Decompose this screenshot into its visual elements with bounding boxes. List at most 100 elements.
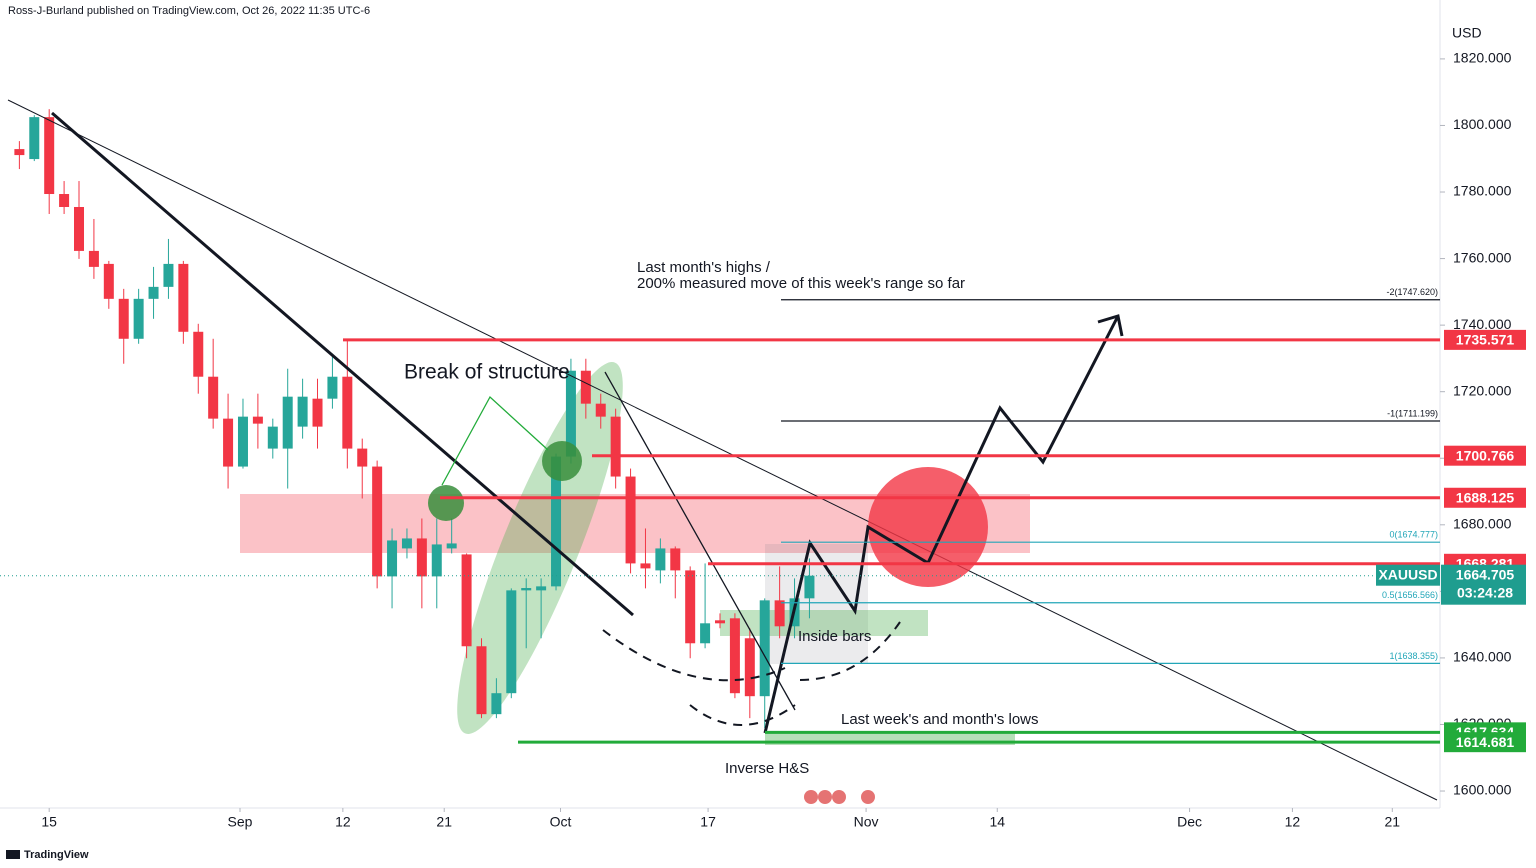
price-label-box xyxy=(1444,732,1526,753)
y-tick-label: 1640.000 xyxy=(1453,649,1512,665)
price-label: 1688.125 xyxy=(1456,489,1515,505)
trendline xyxy=(7,99,1438,801)
candle-body xyxy=(118,298,129,339)
header: Ross-J-Burland published on TradingView.… xyxy=(8,5,370,17)
x-tick-label: Oct xyxy=(550,814,572,830)
arrow-head xyxy=(1097,314,1124,337)
candle-body xyxy=(282,396,293,449)
candle-body xyxy=(327,376,338,399)
candle-body xyxy=(729,618,740,694)
logo xyxy=(6,850,20,859)
trendline xyxy=(604,371,796,711)
x-tick-label: 15 xyxy=(41,814,57,830)
last-price-box xyxy=(1441,564,1526,605)
candle-body xyxy=(461,554,472,647)
candle-body xyxy=(804,575,815,599)
annotation: Inside bars xyxy=(798,628,871,645)
fib-label: -2(1747.620) xyxy=(1386,287,1438,297)
symbol: XAUUSD xyxy=(1378,566,1437,582)
candle-body xyxy=(580,370,591,404)
projection xyxy=(763,315,1120,734)
candle-body xyxy=(640,563,651,569)
candle-body xyxy=(342,376,353,449)
price-label-box xyxy=(1444,487,1526,508)
candle-body xyxy=(237,416,248,467)
price-label-box xyxy=(1444,445,1526,466)
price-label-box xyxy=(1444,329,1526,350)
annotation: Last week's and month's lows xyxy=(841,711,1039,728)
candle-body xyxy=(59,194,70,207)
candle-body xyxy=(88,250,99,267)
candle-body xyxy=(670,548,681,571)
x-tick-label: 12 xyxy=(335,814,351,830)
candle-body xyxy=(551,456,562,587)
x-tick-label: 12 xyxy=(1285,814,1301,830)
candle-body xyxy=(401,538,412,549)
candle-body xyxy=(193,331,204,377)
candle-body xyxy=(655,548,666,571)
marker xyxy=(868,467,988,587)
candle-body xyxy=(759,600,770,697)
x-tick-label: 17 xyxy=(700,814,716,830)
candle-body xyxy=(14,149,25,156)
candle-body xyxy=(387,540,398,577)
candle-body xyxy=(297,396,308,427)
x-tick-label: 21 xyxy=(1385,814,1401,830)
y-tick-label: 1800.000 xyxy=(1453,116,1512,132)
candle-body xyxy=(446,543,457,549)
x-tick-label: 21 xyxy=(436,814,452,830)
candle-body xyxy=(223,418,234,467)
annotation: 200% measured move of this week's range … xyxy=(637,275,965,292)
candle-body xyxy=(312,398,323,427)
price-label: 1700.766 xyxy=(1456,447,1515,463)
symbol-box xyxy=(1376,564,1440,586)
y-tick-label: 1680.000 xyxy=(1453,516,1512,532)
candle-body xyxy=(163,263,174,287)
fib-label: 0.5(1656.566) xyxy=(1382,590,1438,600)
candle-body xyxy=(625,476,636,564)
candle-body xyxy=(208,376,219,419)
fib-label: -1(1711.199) xyxy=(1387,408,1438,418)
candle-body xyxy=(774,600,785,627)
y-tick-label: 1820.000 xyxy=(1453,50,1512,66)
candle-body xyxy=(610,416,621,477)
pattern xyxy=(689,704,796,726)
zone xyxy=(720,610,928,636)
candle-body xyxy=(74,206,85,251)
fib-label: 1(1638.355) xyxy=(1389,651,1438,661)
marker xyxy=(542,441,582,481)
footer: TradingView xyxy=(24,849,89,861)
y-tick-label: 1780.000 xyxy=(1453,183,1512,199)
x-tick-label: Dec xyxy=(1177,814,1202,830)
trendline xyxy=(51,111,634,617)
candle-body xyxy=(744,638,755,697)
candle-body xyxy=(252,416,263,424)
candle-body xyxy=(416,538,427,577)
candle-body xyxy=(595,403,606,417)
annotation: Inverse H&S xyxy=(725,760,809,777)
candle-body xyxy=(476,646,487,715)
x-tick-label: 14 xyxy=(989,814,1005,830)
annotation: Break of structure xyxy=(404,361,570,384)
y-tick-label: 1740.000 xyxy=(1453,316,1512,332)
last-price-label: 1664.705 xyxy=(1456,566,1515,582)
candle-body xyxy=(267,426,278,449)
price-label: 1614.681 xyxy=(1456,734,1515,750)
candle-body xyxy=(685,570,696,644)
arrow xyxy=(441,395,549,486)
candle-body xyxy=(491,693,502,715)
candle-body xyxy=(506,590,517,694)
candle-body xyxy=(103,263,114,299)
x-tick-label: Nov xyxy=(854,814,879,830)
candle-body xyxy=(29,117,40,160)
annotation: Last month's highs / xyxy=(637,259,771,276)
currency: USD xyxy=(1452,25,1482,41)
candle-body xyxy=(715,620,725,624)
candle-body xyxy=(178,263,189,332)
candle-body xyxy=(700,623,711,644)
y-tick-label: 1760.000 xyxy=(1453,249,1512,265)
candle-body xyxy=(565,370,576,457)
y-tick-label: 1600.000 xyxy=(1453,782,1512,798)
price-label: 1735.571 xyxy=(1456,332,1515,348)
plot xyxy=(14,109,815,729)
